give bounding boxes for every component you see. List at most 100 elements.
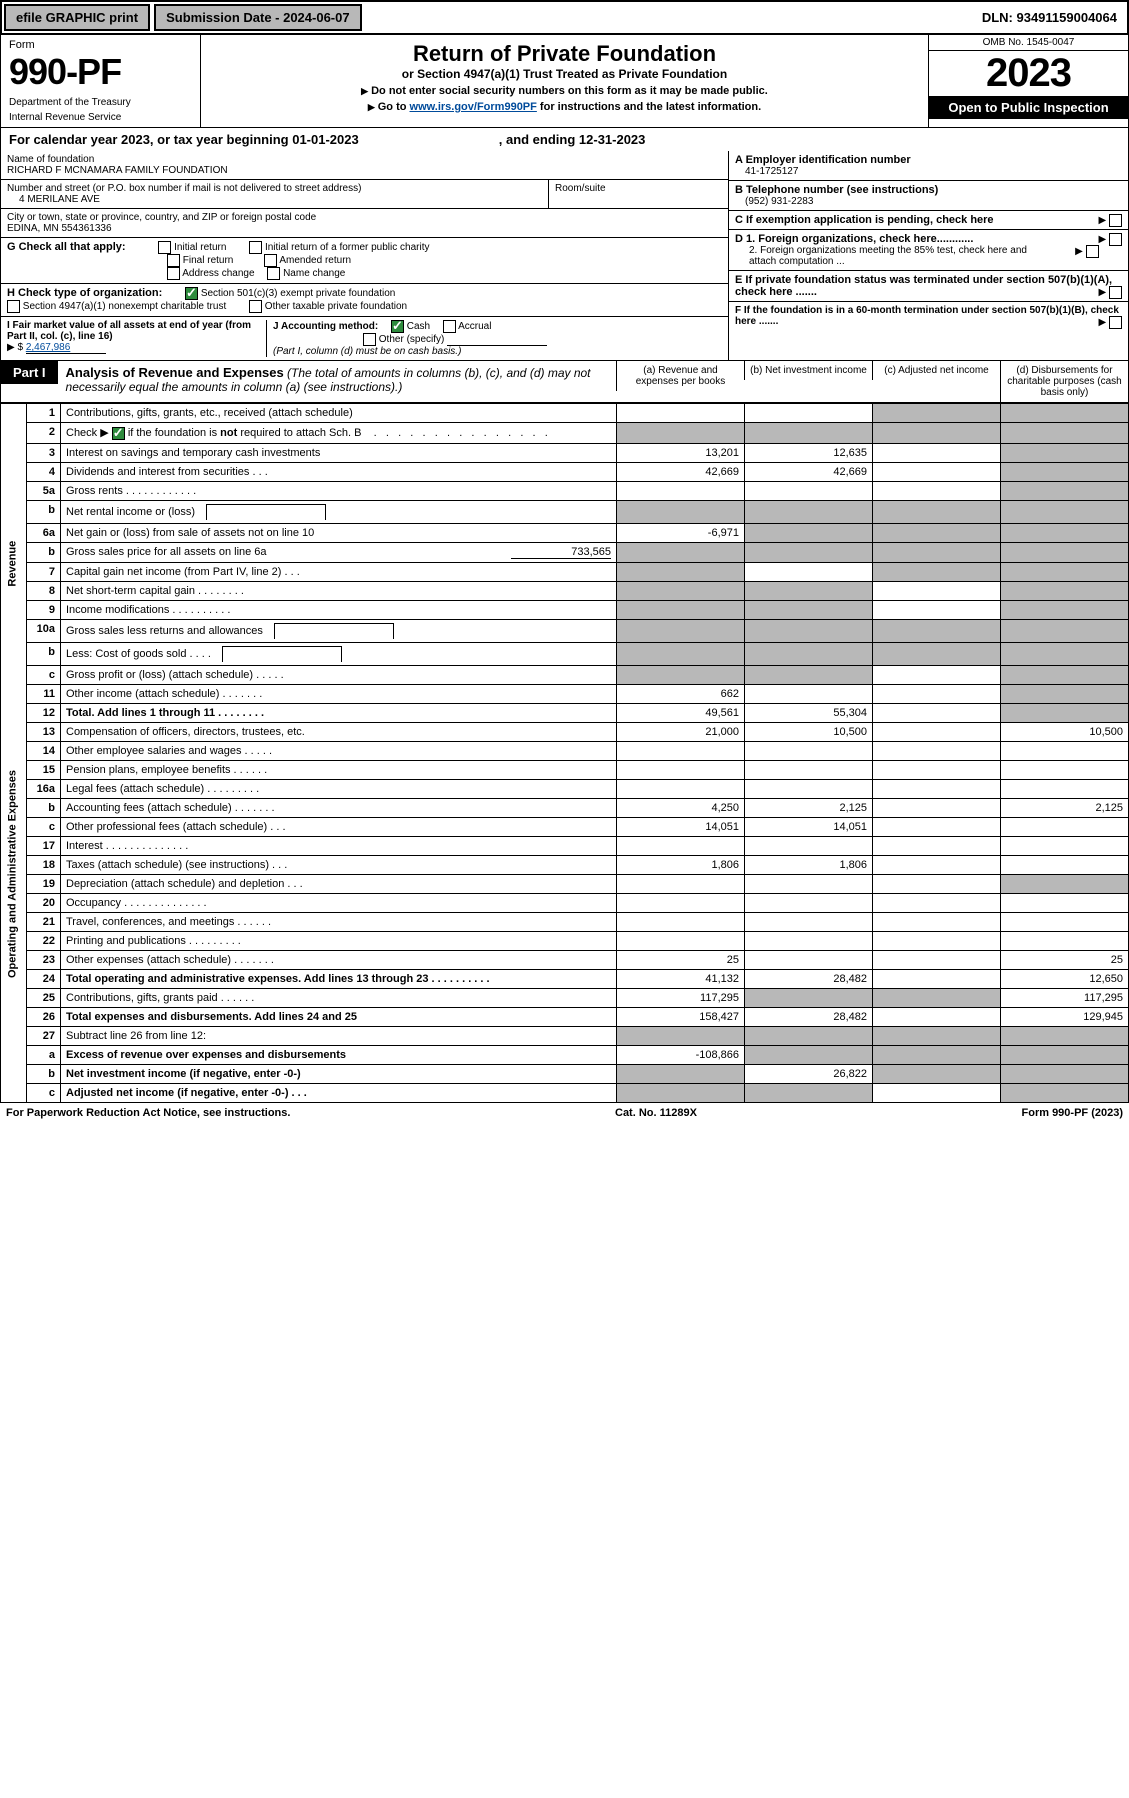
cell-value: 55,304	[745, 703, 873, 722]
cell-value	[745, 779, 873, 798]
cell-value: 25	[617, 950, 745, 969]
ein-value: 41-1725127	[735, 166, 798, 177]
cell-shaded	[1001, 523, 1129, 542]
cell-value	[873, 931, 1001, 950]
cell-shaded	[1001, 874, 1129, 893]
cell-shaded	[1001, 684, 1129, 703]
table-row: 10aGross sales less returns and allowanc…	[1, 619, 1129, 642]
table-row: 5aGross rents . . . . . . . . . . . .	[1, 481, 1129, 500]
cell-shaded	[745, 581, 873, 600]
chk-c[interactable]	[1109, 214, 1122, 227]
fmv-value[interactable]: 2,467,986	[26, 342, 106, 354]
table-row: 8Net short-term capital gain . . . . . .…	[1, 581, 1129, 600]
table-row: 23Other expenses (attach schedule) . . .…	[1, 950, 1129, 969]
dln: DLN: 93491159004064	[972, 6, 1127, 29]
chk-accrual[interactable]	[443, 320, 456, 333]
cell-value: 129,945	[1001, 1007, 1129, 1026]
chk-4947[interactable]	[7, 300, 20, 313]
chk-other-method[interactable]	[363, 333, 376, 346]
cell-value	[1001, 836, 1129, 855]
chk-final-return[interactable]	[167, 254, 180, 267]
cell-value	[873, 741, 1001, 760]
line-num: a	[27, 1045, 61, 1064]
table-row: 20Occupancy . . . . . . . . . . . . . .	[1, 893, 1129, 912]
cell-value: 12,650	[1001, 969, 1129, 988]
cell-value	[873, 855, 1001, 874]
footer-right: Form 990-PF (2023)	[1022, 1107, 1124, 1119]
cell-shaded	[745, 1045, 873, 1064]
line-desc: Subtract line 26 from line 12:	[61, 1026, 617, 1045]
cell-value	[745, 893, 873, 912]
cell-shaded	[1001, 542, 1129, 562]
cell-value: 662	[617, 684, 745, 703]
cell-value: -108,866	[617, 1045, 745, 1064]
chk-address-change[interactable]	[167, 267, 180, 280]
chk-cash[interactable]	[391, 320, 404, 333]
j-cash: Cash	[407, 321, 430, 332]
chk-initial-public[interactable]	[249, 241, 262, 254]
table-row: bAccounting fees (attach schedule) . . .…	[1, 798, 1129, 817]
cell-value: 117,295	[1001, 988, 1129, 1007]
g-opt-1: Initial return of a former public charit…	[265, 242, 430, 253]
cell-shaded	[617, 562, 745, 581]
cell-value	[873, 969, 1001, 988]
chk-d1[interactable]	[1109, 233, 1122, 246]
line-desc: Other income (attach schedule) . . . . .…	[61, 684, 617, 703]
cell-value: 12,635	[745, 443, 873, 462]
line-num: 4	[27, 462, 61, 481]
line-num: c	[27, 817, 61, 836]
efile-topbar: efile GRAPHIC print Submission Date - 20…	[0, 0, 1129, 35]
cell-shaded	[745, 1026, 873, 1045]
table-row: 12Total. Add lines 1 through 11 . . . . …	[1, 703, 1129, 722]
table-row: 27Subtract line 26 from line 12:	[1, 1026, 1129, 1045]
e-label: E If private foundation status was termi…	[735, 274, 1112, 298]
irs-link[interactable]: www.irs.gov/Form990PF	[410, 101, 537, 113]
chk-e[interactable]	[1109, 286, 1122, 299]
cell-value: 158,427	[617, 1007, 745, 1026]
table-row: bGross sales price for all assets on lin…	[1, 542, 1129, 562]
line-num: 13	[27, 722, 61, 741]
line-desc: Excess of revenue over expenses and disb…	[61, 1045, 617, 1064]
ein-label: A Employer identification number	[735, 154, 911, 166]
cell-value: 4,250	[617, 798, 745, 817]
cell-shaded	[1001, 462, 1129, 481]
line-num: c	[27, 665, 61, 684]
chk-501c3[interactable]	[185, 287, 198, 300]
cell-value: 25	[1001, 950, 1129, 969]
table-row: 26Total expenses and disbursements. Add …	[1, 1007, 1129, 1026]
table-row: 14Other employee salaries and wages . . …	[1, 741, 1129, 760]
d1-label: D 1. Foreign organizations, check here..…	[735, 233, 973, 245]
chk-schb[interactable]	[112, 427, 125, 440]
chk-other-taxable[interactable]	[249, 300, 262, 313]
line-num: 15	[27, 760, 61, 779]
chk-f[interactable]	[1109, 316, 1122, 329]
cell-value	[617, 741, 745, 760]
cell-value	[873, 462, 1001, 481]
c-label: C If exemption application is pending, c…	[735, 214, 994, 226]
line-num: c	[27, 1083, 61, 1102]
chk-amended[interactable]	[264, 254, 277, 267]
efile-print-button[interactable]: efile GRAPHIC print	[4, 4, 150, 31]
chk-initial-return[interactable]	[158, 241, 171, 254]
line-desc: Check ▶ if the foundation is not require…	[61, 423, 617, 444]
cell-value	[745, 931, 873, 950]
g-opt-5: Name change	[283, 268, 345, 279]
line-num: 9	[27, 600, 61, 619]
cell-shaded	[745, 542, 873, 562]
g-opt-2: Final return	[183, 255, 234, 266]
chk-name-change[interactable]	[267, 267, 280, 280]
cell-shaded	[617, 619, 745, 642]
chk-d2[interactable]	[1086, 245, 1099, 258]
phone-label: B Telephone number (see instructions)	[735, 184, 938, 196]
cell-value	[745, 481, 873, 500]
table-row: bLess: Cost of goods sold . . . .	[1, 642, 1129, 665]
line-desc: Net gain or (loss) from sale of assets n…	[61, 523, 617, 542]
form-label: Form	[9, 39, 192, 51]
cell-shaded	[617, 600, 745, 619]
table-row: Operating and Administrative Expenses13C…	[1, 722, 1129, 741]
cell-shaded	[745, 642, 873, 665]
line-desc: Legal fees (attach schedule) . . . . . .…	[61, 779, 617, 798]
j-other: Other (specify)	[379, 334, 445, 345]
table-row: 4Dividends and interest from securities …	[1, 462, 1129, 481]
table-row: 25Contributions, gifts, grants paid . . …	[1, 988, 1129, 1007]
